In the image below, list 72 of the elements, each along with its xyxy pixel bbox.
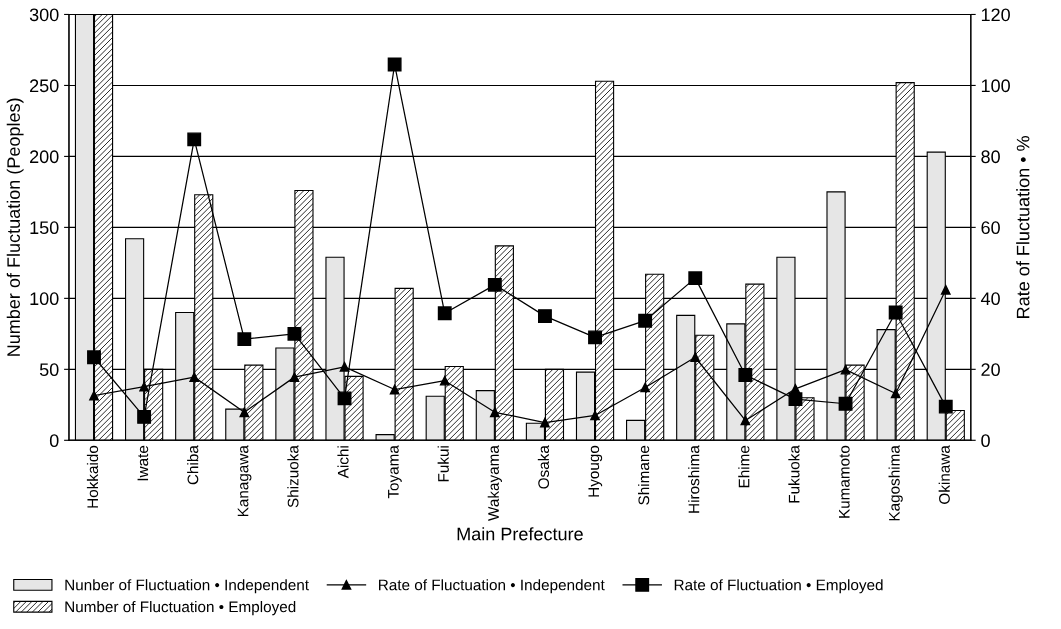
point [788, 392, 803, 407]
y2-tick-label: 100 [981, 79, 1010, 93]
y2-tick-label: 0 [981, 434, 990, 448]
y-tick-label: 50 [39, 363, 59, 377]
y-tick-label: 100 [30, 292, 59, 306]
point [588, 330, 602, 345]
y-tick-label: 0 [49, 434, 59, 448]
x-tick-label: Chiba [187, 445, 199, 485]
x-tick-label: Okinawa [938, 445, 950, 504]
legend-label: Rate of Fluctuation • Employed [674, 579, 883, 594]
y-tick-label: 250 [30, 79, 59, 93]
point [938, 399, 953, 414]
legend-label: Rate of Fluctuation • Independent [379, 579, 605, 594]
point [540, 417, 550, 428]
point [239, 407, 250, 418]
point [237, 332, 252, 347]
point [337, 391, 352, 406]
x-tick-label: Hyougo [588, 445, 603, 497]
x-tick-label: Wakayama [487, 445, 502, 521]
point [638, 313, 653, 328]
point [738, 368, 753, 382]
point [439, 375, 450, 386]
point [387, 57, 402, 72]
point [688, 271, 703, 286]
y-tick-label: 150 [30, 221, 59, 235]
point [139, 381, 149, 392]
x-tick-label: Fukui [437, 446, 449, 482]
point [838, 396, 853, 411]
y2-tick-label: 60 [981, 221, 1000, 235]
x-tick-label: Shimane [638, 445, 650, 505]
point [187, 132, 202, 147]
point [840, 364, 851, 375]
x-tick-label: Hokkaido [86, 445, 99, 508]
point [137, 409, 152, 424]
point [690, 352, 701, 363]
point [940, 284, 951, 295]
point [437, 306, 452, 321]
point [339, 361, 350, 372]
x-tick-label: Kagoshima [888, 445, 903, 521]
point [487, 277, 502, 292]
y-axis-title: Number of Fluctuation (Peoples) [6, 98, 24, 356]
y2-axis-title: Rate of Fluctuation • % [1016, 136, 1030, 318]
point [537, 309, 552, 324]
point [87, 350, 101, 365]
x-tick-label: Kumamoto [839, 445, 850, 518]
legend-label: Nunber of Fluctuation • Independent [65, 579, 309, 594]
x-tick-label: Shizuoka [287, 445, 299, 508]
point [389, 384, 400, 395]
point [189, 372, 200, 382]
point [289, 372, 300, 382]
y-tick-label: 300 [29, 8, 59, 22]
point [640, 382, 651, 393]
x-tick-label: Ehime [738, 445, 750, 488]
point [287, 326, 302, 341]
y2-tick-label: 120 [981, 8, 1010, 22]
x-tick-label: Iwate [137, 445, 149, 481]
y2-tick-label: 40 [980, 292, 1000, 306]
y2-tick-label: 20 [981, 363, 1000, 377]
point [890, 388, 901, 399]
x-tick-label: Toyama [388, 445, 402, 499]
legend-label: Number of Fluctuation • Employed [65, 601, 296, 616]
x-axis-title: Main Prefecture [457, 527, 583, 541]
x-tick-label: Osaka [537, 445, 550, 489]
point [489, 407, 500, 418]
x-tick-label: Fukuoka [788, 445, 800, 503]
point [888, 305, 903, 320]
point [740, 415, 751, 426]
x-tick-label: Aichi [337, 446, 349, 479]
x-tick-label: Kanagawa [237, 445, 252, 517]
y2-tick-label: 80 [981, 150, 1000, 164]
x-tick-label: Hiroshima [688, 445, 700, 513]
y-tick-label: 200 [30, 150, 59, 164]
